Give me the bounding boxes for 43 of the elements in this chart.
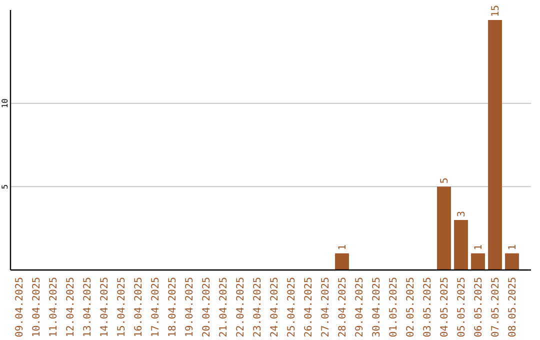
x-tick-label: 23.04.2025 [252, 277, 264, 338]
y-tick-label: 10 [0, 98, 10, 108]
data-label: 3 [456, 210, 468, 217]
x-tick-label: 17.04.2025 [150, 277, 162, 338]
data-label: 5 [440, 178, 450, 184]
x-tick-label: 18.04.2025 [168, 277, 178, 338]
bar [437, 186, 451, 270]
bar [335, 253, 349, 270]
x-tick-label: 24.04.2025 [270, 277, 280, 338]
x-tick-label: 16.04.2025 [134, 277, 144, 338]
x-tick-label: 03.05.2025 [422, 277, 434, 338]
x-tick-label: 30.04.2025 [372, 277, 382, 338]
bar [505, 253, 519, 270]
x-tick-label: 28.04.2025 [338, 277, 348, 338]
x-tick-label: 10.04.2025 [32, 277, 42, 338]
x-tick-label: 27.04.2025 [320, 277, 332, 338]
x-tick-label: 22.04.2025 [236, 277, 246, 338]
x-tick-label: 29.04.2025 [354, 277, 366, 338]
bar [471, 253, 485, 270]
x-tick-label: 14.04.2025 [100, 277, 110, 338]
x-tick-label: 12.04.2025 [66, 277, 76, 338]
x-tick-label: 26.04.2025 [304, 277, 314, 338]
x-tick-label: 09.04.2025 [14, 277, 26, 338]
data-label: 1 [338, 244, 348, 250]
x-tick-label: 13.04.2025 [82, 277, 94, 338]
x-tick-label: 08.05.2025 [508, 277, 518, 338]
x-tick-label: 06.05.2025 [474, 277, 484, 338]
x-tick-label: 20.04.2025 [202, 277, 212, 338]
x-tick-label: 21.04.2025 [218, 277, 230, 338]
x-tick-label: 25.04.2025 [286, 277, 298, 338]
x-tick-label: 02.05.2025 [406, 277, 416, 338]
bar [488, 20, 502, 270]
x-tick-label: 01.05.2025 [388, 277, 400, 338]
data-label: 15 [490, 4, 502, 17]
x-tick-label: 05.05.2025 [456, 277, 468, 338]
x-tick-label: 07.05.2025 [490, 277, 502, 338]
data-label: 1 [508, 244, 518, 250]
x-tick-label: 11.04.2025 [48, 277, 60, 338]
x-tick-label: 15.04.2025 [116, 277, 128, 338]
bar [454, 220, 468, 270]
x-tick-label: 04.05.2025 [440, 277, 450, 338]
x-tick-label: 19.04.2025 [184, 277, 196, 338]
data-label: 1 [474, 244, 484, 250]
